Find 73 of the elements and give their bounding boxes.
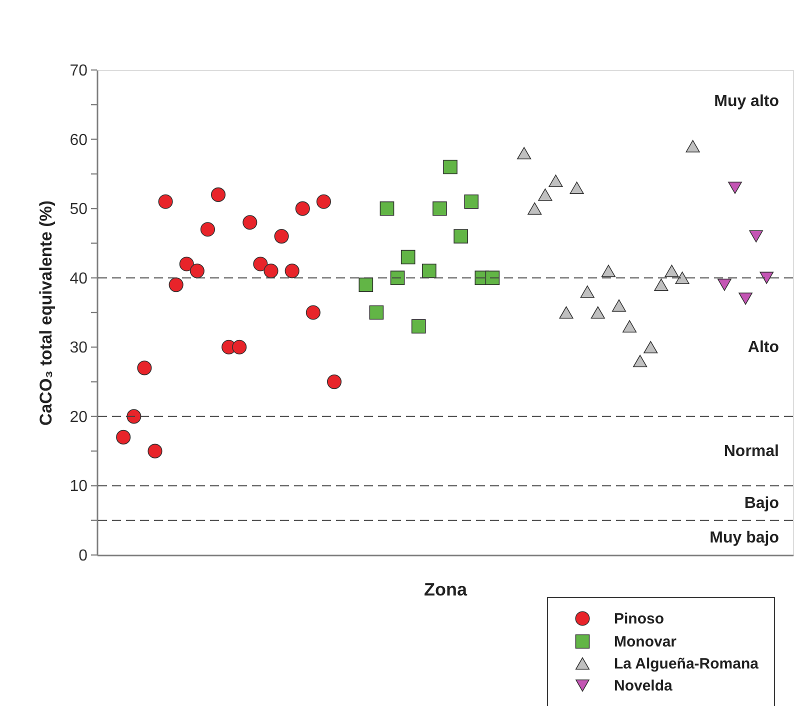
point: [422, 264, 436, 278]
point: [306, 305, 320, 320]
point: [559, 306, 574, 319]
y-tick-label: 30: [70, 340, 88, 357]
point: [454, 229, 468, 244]
point: [612, 299, 626, 312]
point: [411, 319, 426, 334]
point: [200, 222, 216, 237]
point: [358, 278, 374, 292]
point: [232, 340, 247, 354]
point: [190, 264, 204, 278]
annotation: Alto: [748, 339, 780, 356]
point: [622, 320, 637, 333]
point: [390, 270, 405, 286]
point: [242, 215, 258, 230]
point: [116, 430, 131, 444]
legend-label: Novelda: [614, 678, 674, 694]
point: [295, 201, 310, 216]
point: [718, 278, 732, 291]
point: [601, 264, 616, 278]
point: [400, 250, 416, 264]
legend-label: Pinoso: [614, 610, 664, 628]
point: [380, 201, 394, 216]
point: [253, 256, 268, 272]
point: [590, 306, 605, 319]
y-tick-label: 20: [70, 408, 88, 426]
annotation: Muy bajo: [710, 530, 780, 547]
y-tick-label: 10: [70, 478, 88, 496]
point: [686, 140, 700, 152]
point: [760, 272, 774, 284]
point: [570, 182, 584, 194]
point: [738, 292, 752, 305]
point: [126, 409, 142, 424]
point: [548, 174, 563, 188]
point: [633, 354, 648, 368]
point: [432, 201, 447, 216]
point: [443, 160, 458, 174]
y-tick-label: 0: [78, 548, 88, 564]
point: [749, 230, 764, 242]
y-tick-label: 40: [70, 270, 88, 288]
point: [517, 146, 532, 160]
point: [210, 187, 226, 202]
point: [485, 270, 500, 286]
point: [326, 374, 342, 390]
point: [664, 264, 679, 278]
point: [728, 182, 742, 194]
point: [538, 188, 552, 201]
point: [158, 194, 173, 209]
point: [274, 229, 289, 244]
annotation: Normal: [724, 443, 779, 460]
point: [284, 264, 300, 278]
y-axis-title: CaCO₃ total equivalente (%): [36, 200, 56, 426]
point: [264, 264, 278, 278]
x-axis-title: Zona: [424, 580, 468, 600]
legend-label: La Algueña-Romana: [614, 656, 760, 672]
point: [464, 194, 479, 209]
point: [137, 360, 152, 376]
annotation: Bajo: [744, 495, 780, 512]
legend-label: Monovar: [614, 634, 677, 650]
point: [580, 286, 594, 298]
point: [644, 340, 658, 354]
y-tick-label: 60: [70, 132, 88, 149]
point: [168, 278, 184, 292]
y-tick-label: 50: [70, 201, 88, 218]
y-tick-label: 70: [70, 62, 88, 80]
point: [654, 278, 668, 291]
point: [148, 444, 162, 458]
point: [179, 256, 194, 272]
point: [528, 202, 542, 215]
point: [369, 305, 384, 320]
annotation: Muy alto: [714, 93, 780, 110]
point: [316, 194, 332, 209]
point: [675, 272, 690, 284]
